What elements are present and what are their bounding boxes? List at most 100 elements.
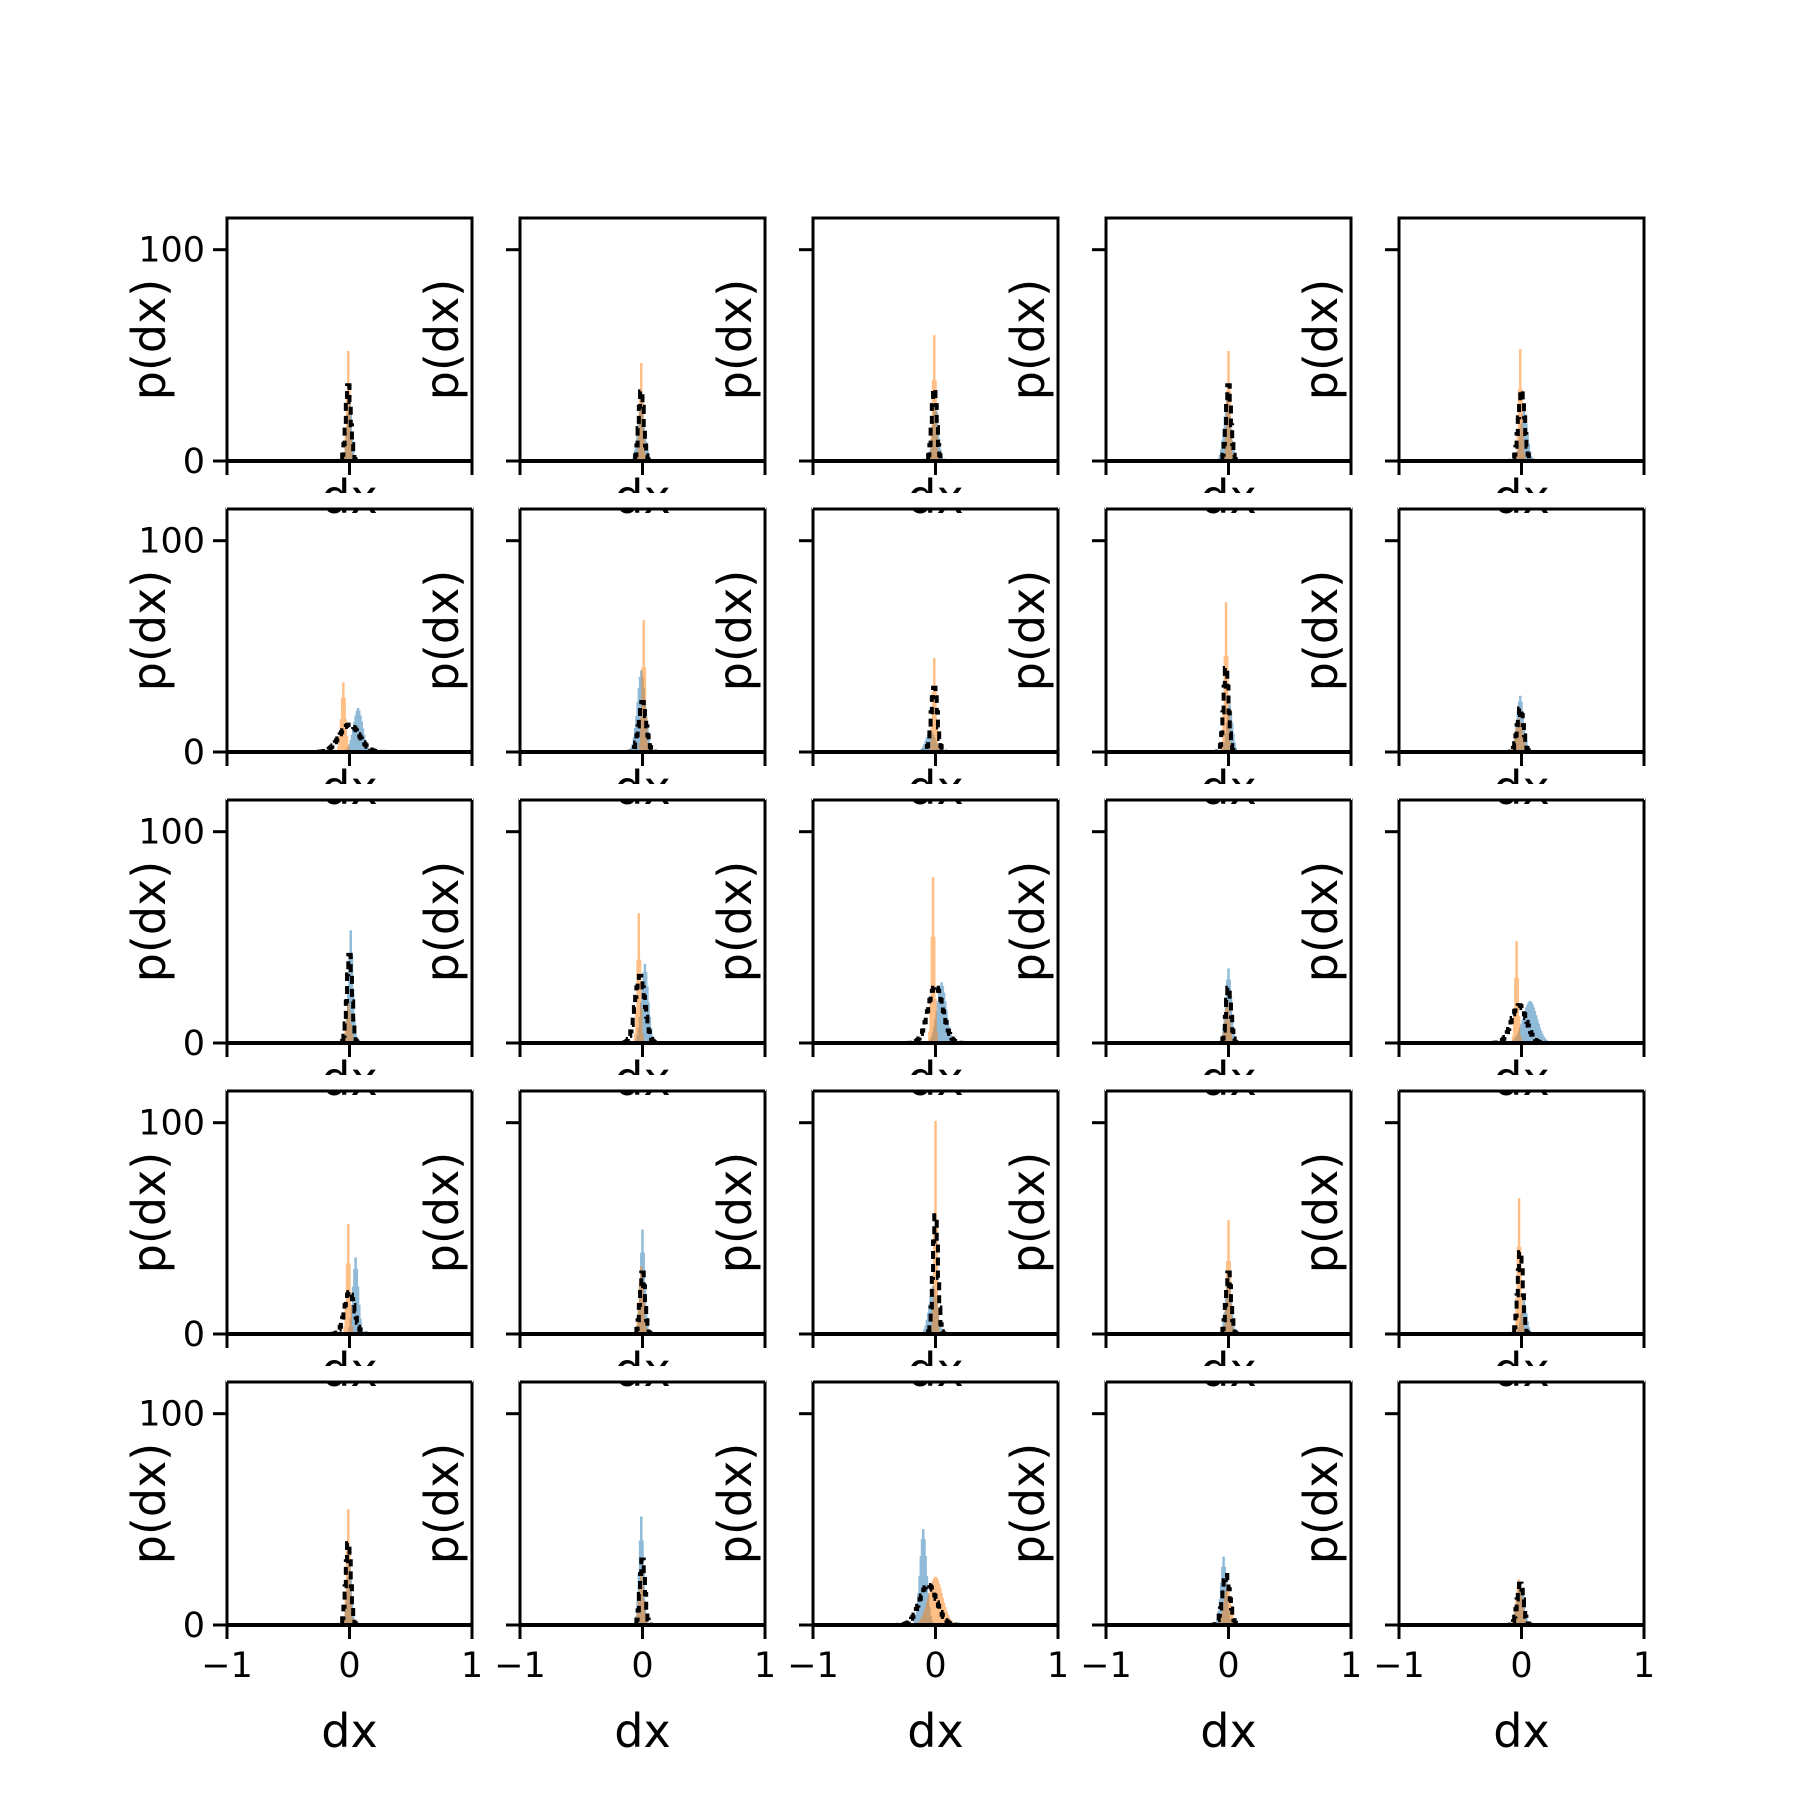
panel-r0-c1: p(dx)dx xyxy=(415,216,767,524)
y-axis-label: p(dx) xyxy=(708,1443,762,1565)
y-axis-label: p(dx) xyxy=(1294,861,1348,983)
x-tick-label: 0 xyxy=(1217,1646,1239,1686)
panel-r4-c2: −1 0 1 p(dx) dx xyxy=(708,1380,1069,1758)
x-axis-label: dx xyxy=(321,1704,377,1758)
x-axis-label: dx xyxy=(614,1704,670,1758)
y-axis-label: p(dx) xyxy=(1294,279,1348,401)
y-axis-label: p(dx) xyxy=(415,570,469,692)
dashed-black-histogram xyxy=(1399,1003,1644,1045)
y-axis-label: p(dx) xyxy=(708,570,762,692)
x-tick-label: 0 xyxy=(1510,1646,1532,1686)
panel-r0-c3: p(dx)dx xyxy=(1001,216,1353,524)
y-tick-label: 100 xyxy=(138,1395,205,1435)
y-tick-label: 100 xyxy=(138,1104,205,1144)
y-axis-label: p(dx) xyxy=(415,279,469,401)
orange-histogram xyxy=(813,877,1058,1043)
overlap-mask xyxy=(1398,1366,1645,1382)
overlap-mask xyxy=(812,784,1059,800)
y-axis-label: p(dx) xyxy=(708,1152,762,1274)
overlap-mask xyxy=(226,784,473,800)
y-tick-label: 0 xyxy=(183,1606,205,1646)
overlap-mask xyxy=(812,1075,1059,1091)
orange-histogram xyxy=(227,351,472,461)
blue-histogram xyxy=(1399,1000,1644,1043)
overlap-mask xyxy=(226,1366,473,1382)
y-axis-label: p(dx) xyxy=(415,1443,469,1565)
x-tick-label: −1 xyxy=(1373,1646,1425,1686)
y-axis-label: p(dx) xyxy=(1001,861,1055,983)
dashed-black-histogram xyxy=(227,1290,472,1336)
overlap-mask xyxy=(519,784,766,800)
y-tick-label: 100 xyxy=(138,522,205,562)
y-axis-label: p(dx) xyxy=(708,861,762,983)
panel-r0-c4: p(dx)dx xyxy=(1294,216,1646,524)
y-axis-label: p(dx) xyxy=(1001,570,1055,692)
orange-histogram xyxy=(1106,1587,1351,1625)
panel-r4-c4: −1 0 1 p(dx) dx xyxy=(1294,1380,1655,1758)
y-tick-label: 0 xyxy=(183,442,205,482)
y-axis-label: p(dx) xyxy=(1001,1443,1055,1565)
panel-r4-c1: −1 0 1 p(dx) dx xyxy=(415,1380,776,1758)
orange-histogram xyxy=(1399,1198,1644,1334)
panel-r3-c4: p(dx)dx xyxy=(1294,1089,1646,1397)
blue-histogram xyxy=(520,963,765,1043)
orange-histogram xyxy=(1399,1579,1644,1625)
orange-histogram xyxy=(520,1266,765,1334)
orange-histogram xyxy=(520,913,765,1043)
blue-histogram xyxy=(227,930,472,1043)
y-axis-label: p(dx) xyxy=(1294,1152,1348,1274)
overlap-mask xyxy=(1105,1366,1352,1382)
orange-histogram xyxy=(1106,999,1351,1043)
panel-r3-c3: p(dx)dx xyxy=(1001,1089,1353,1397)
overlap-mask xyxy=(812,1366,1059,1382)
y-axis-label: p(dx) xyxy=(122,1443,176,1565)
x-tick-label: 0 xyxy=(631,1646,653,1686)
x-tick-label: −1 xyxy=(494,1646,546,1686)
panel-r4-c3: −1 0 1 p(dx) dx xyxy=(1001,1380,1362,1758)
y-axis-label: p(dx) xyxy=(122,1152,176,1274)
y-axis-label: p(dx) xyxy=(1001,1152,1055,1274)
orange-histogram xyxy=(227,1224,472,1334)
x-tick-label: −1 xyxy=(1080,1646,1132,1686)
orange-histogram xyxy=(813,658,1058,752)
x-tick-label: −1 xyxy=(787,1646,839,1686)
x-tick-label: 1 xyxy=(1633,1646,1655,1686)
x-axis-label: dx xyxy=(907,1704,963,1758)
overlap-mask xyxy=(1398,493,1645,509)
x-tick-label: 1 xyxy=(461,1646,483,1686)
orange-histogram xyxy=(520,620,765,752)
y-tick-label: 0 xyxy=(183,1024,205,1064)
overlap-mask xyxy=(1105,784,1352,800)
overlap-mask xyxy=(519,493,766,509)
x-tick-label: 0 xyxy=(924,1646,946,1686)
x-tick-label: −1 xyxy=(201,1646,253,1686)
orange-histogram xyxy=(227,1509,472,1625)
y-axis-label: p(dx) xyxy=(122,570,176,692)
overlap-mask xyxy=(519,1366,766,1382)
x-tick-label: 1 xyxy=(1340,1646,1362,1686)
panel-r1-c4: p(dx)dx xyxy=(1294,507,1646,815)
y-tick-label: 0 xyxy=(183,733,205,773)
x-axis-label: dx xyxy=(1200,1704,1256,1758)
blue-histogram xyxy=(227,707,472,752)
y-axis-label: p(dx) xyxy=(415,1152,469,1274)
y-axis-label: p(dx) xyxy=(1294,1443,1348,1565)
orange-histogram xyxy=(1399,349,1644,461)
x-tick-label: 0 xyxy=(338,1646,360,1686)
y-tick-label: 100 xyxy=(138,813,205,853)
y-tick-label: 100 xyxy=(138,231,205,271)
x-axis-label: dx xyxy=(1493,1704,1549,1758)
overlap-mask xyxy=(1105,493,1352,509)
overlap-mask xyxy=(519,1075,766,1091)
orange-histogram xyxy=(227,1002,472,1043)
overlap-mask xyxy=(226,493,473,509)
panel-r2-c4: p(dx)dx xyxy=(1294,798,1646,1106)
overlap-mask xyxy=(1105,1075,1352,1091)
orange-histogram xyxy=(1106,351,1351,461)
panel-r2-c3: p(dx)dx xyxy=(1001,798,1353,1106)
y-axis-label: p(dx) xyxy=(1001,279,1055,401)
